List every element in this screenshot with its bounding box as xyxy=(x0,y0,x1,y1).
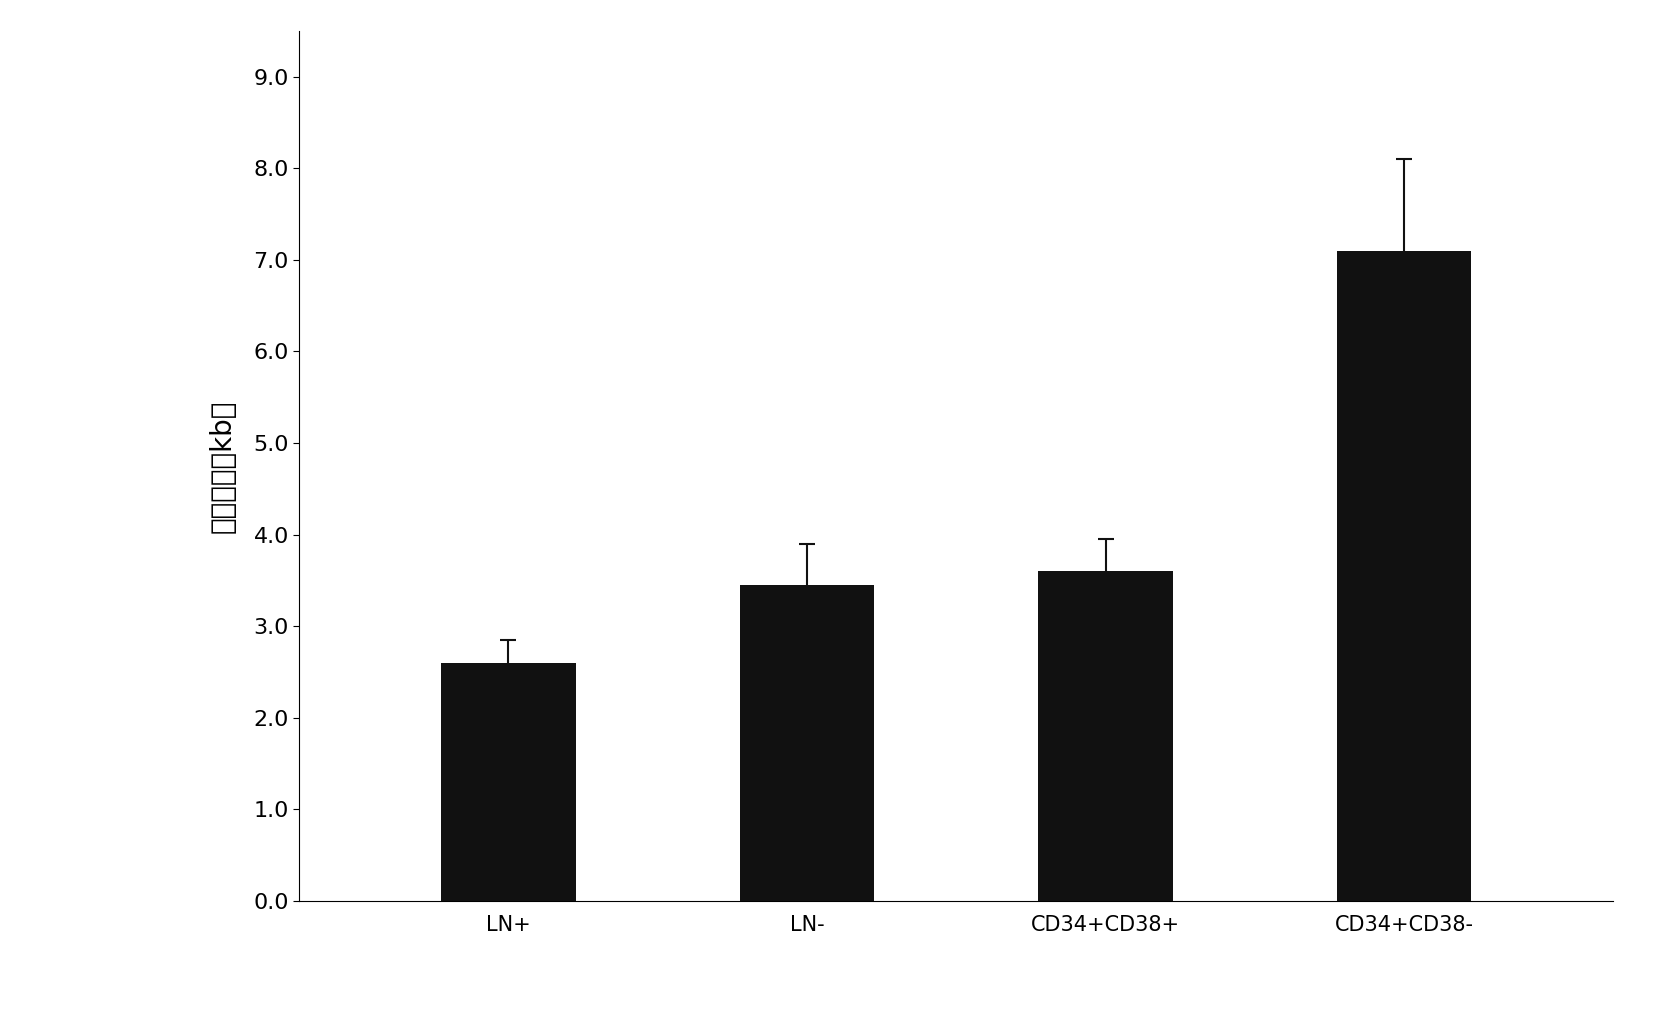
Bar xyxy=(441,663,575,901)
Y-axis label: 端粒长度（kb）: 端粒长度（kb） xyxy=(210,399,236,532)
Bar xyxy=(740,585,875,901)
Bar xyxy=(1337,251,1472,901)
Bar xyxy=(1038,571,1172,901)
